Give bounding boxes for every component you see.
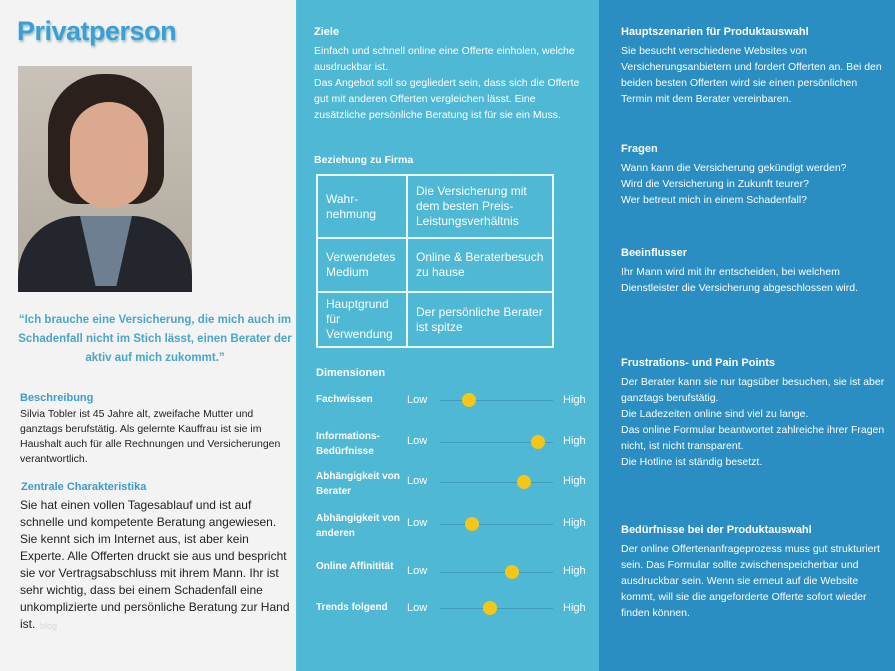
beduerfnisse-text: Der online Offertenanfrageprozess muss g… — [621, 543, 880, 619]
slider-thumb — [505, 565, 520, 579]
frustrationen-line: Das online Formular beantwortet zahlreic… — [621, 424, 885, 452]
high-label: High — [563, 394, 586, 406]
szenarien-heading: Hauptszenarien für Produktauswahl — [621, 26, 809, 38]
left-column: Privatperson “Ich brauche eine Versicher… — [0, 0, 298, 671]
beziehung-table: Wahr-nehmung Die Versicherung mit dem bes… — [316, 174, 554, 348]
table-cell: Der persönliche Berater ist spitze — [406, 291, 554, 348]
table-row: Wahr-nehmung Die Versicherung mit dem bes… — [316, 174, 554, 239]
high-label: High — [563, 435, 586, 447]
slider-thumb — [482, 601, 497, 615]
charakteristika-text: Sie hat einen vollen Tagesablauf und ist… — [20, 498, 290, 631]
slider-track — [440, 442, 553, 443]
fragen-section: Fragen Wann kann die Versicherung gekünd… — [621, 141, 889, 208]
dimension-label: Abhängigkeit von anderen — [316, 513, 400, 539]
low-label: Low — [407, 394, 428, 406]
slider-track — [440, 482, 553, 483]
beeinflusser-section: Beeinflusser Ihr Mann wird mit ihr entsc… — [621, 245, 889, 296]
beeinflusser-heading: Beeinflusser — [621, 247, 688, 259]
slider-track — [440, 572, 553, 573]
beziehung-heading: Beziehung zu Firma — [314, 154, 414, 166]
high-label: High — [563, 565, 586, 577]
fragen-heading: Fragen — [621, 143, 658, 155]
szenarien-section: Hauptszenarien für Produktauswahl Sie be… — [621, 24, 889, 107]
table-cell: Online & Beraterbesuch zu hause — [406, 237, 554, 293]
beeinflusser-text: Ihr Mann wird mit ihr entscheiden, bei w… — [621, 266, 858, 294]
slider-track — [440, 400, 553, 401]
dimension-row: Online Affinitität Low High — [316, 560, 596, 590]
table-cell: Hauptgrund für Verwendung — [316, 291, 408, 348]
slider-thumb — [516, 475, 531, 489]
ziele-section: Ziele Einfach und schnell online eine Of… — [314, 24, 584, 123]
low-label: Low — [407, 602, 428, 614]
ziele-heading: Ziele — [314, 26, 340, 38]
high-label: High — [563, 517, 586, 529]
right-column: Hauptszenarien für Produktauswahl Sie be… — [599, 0, 895, 671]
dimension-label: Online Affinitität — [316, 561, 394, 572]
dimension-label: Abhängigkeit von Berater — [316, 471, 400, 497]
page-title: Privatperson — [17, 16, 177, 46]
table-row: Verwendetes Medium Online & Beraterbesuch… — [316, 237, 554, 293]
dimension-label: Fachwissen — [316, 394, 373, 405]
beschreibung-text: Silvia Tobler ist 45 Jahre alt, zweifach… — [20, 408, 281, 465]
table-cell: Wahr-nehmung — [316, 174, 408, 239]
szenarien-text: Sie besucht verschiedene Websites von Ve… — [621, 45, 882, 105]
beschreibung-heading: Beschreibung — [20, 392, 94, 404]
ziele-line: Das Angebot soll so gegliedert sein, das… — [314, 77, 580, 121]
dimension-row: Abhängigkeit von anderen Low High — [316, 512, 596, 542]
dimension-label: Informations-Bedürfnisse — [316, 431, 380, 457]
slider-thumb — [462, 393, 477, 407]
dimensionen-heading: Dimensionen — [316, 367, 386, 379]
frustrationen-line: Die Ladezeiten online sind viel zu lange… — [621, 408, 809, 420]
frustrationen-line: Die Hotline ist ständig besetzt. — [621, 456, 763, 468]
fragen-line: Wer betreut mich in einem Schadenfall? — [621, 194, 807, 206]
frustrationen-section: Frustrations- und Pain Points Der Berate… — [621, 355, 889, 470]
ziele-line: Einfach und schnell online eine Offerte … — [314, 45, 575, 73]
table-cell: Die Versicherung mit dem besten Preis-Le… — [406, 174, 554, 239]
beduerfnisse-heading: Bedürfnisse bei der Produktauswahl — [621, 524, 812, 536]
fragen-line: Wann kann die Versicherung gekündigt wer… — [621, 162, 847, 174]
beduerfnisse-section: Bedürfnisse bei der Produktauswahl Der o… — [621, 522, 889, 621]
slider-track — [440, 524, 553, 525]
fragen-line: Wird die Versicherung in Zukunft teurer? — [621, 178, 809, 190]
high-label: High — [563, 475, 586, 487]
persona-photo — [18, 66, 192, 292]
table-cell: Verwendetes Medium — [316, 237, 408, 293]
high-label: High — [563, 602, 586, 614]
frustrationen-heading: Frustrations- und Pain Points — [621, 357, 776, 369]
slider-thumb — [464, 517, 479, 531]
dimension-row: Abhängigkeit von Berater Low High — [316, 470, 596, 500]
dimension-row: Fachwissen Low High — [316, 392, 596, 422]
charakteristika-heading: Zentrale Charakteristika — [21, 481, 147, 493]
low-label: Low — [407, 435, 428, 447]
dimension-row: Trends folgend Low High — [316, 600, 596, 630]
slider-thumb — [531, 435, 546, 449]
persona-quote: “Ich brauche eine Versicherung, die mich… — [18, 314, 292, 364]
watermark: blog — [40, 621, 58, 631]
table-row: Hauptgrund für Verwendung Der persönliche… — [316, 291, 554, 348]
dimension-row: Informations-Bedürfnisse Low High — [316, 430, 596, 460]
low-label: Low — [407, 475, 428, 487]
low-label: Low — [407, 565, 428, 577]
low-label: Low — [407, 517, 428, 529]
dimension-label: Trends folgend — [316, 602, 388, 613]
frustrationen-line: Der Berater kann sie nur tagsüber besuch… — [621, 376, 885, 404]
